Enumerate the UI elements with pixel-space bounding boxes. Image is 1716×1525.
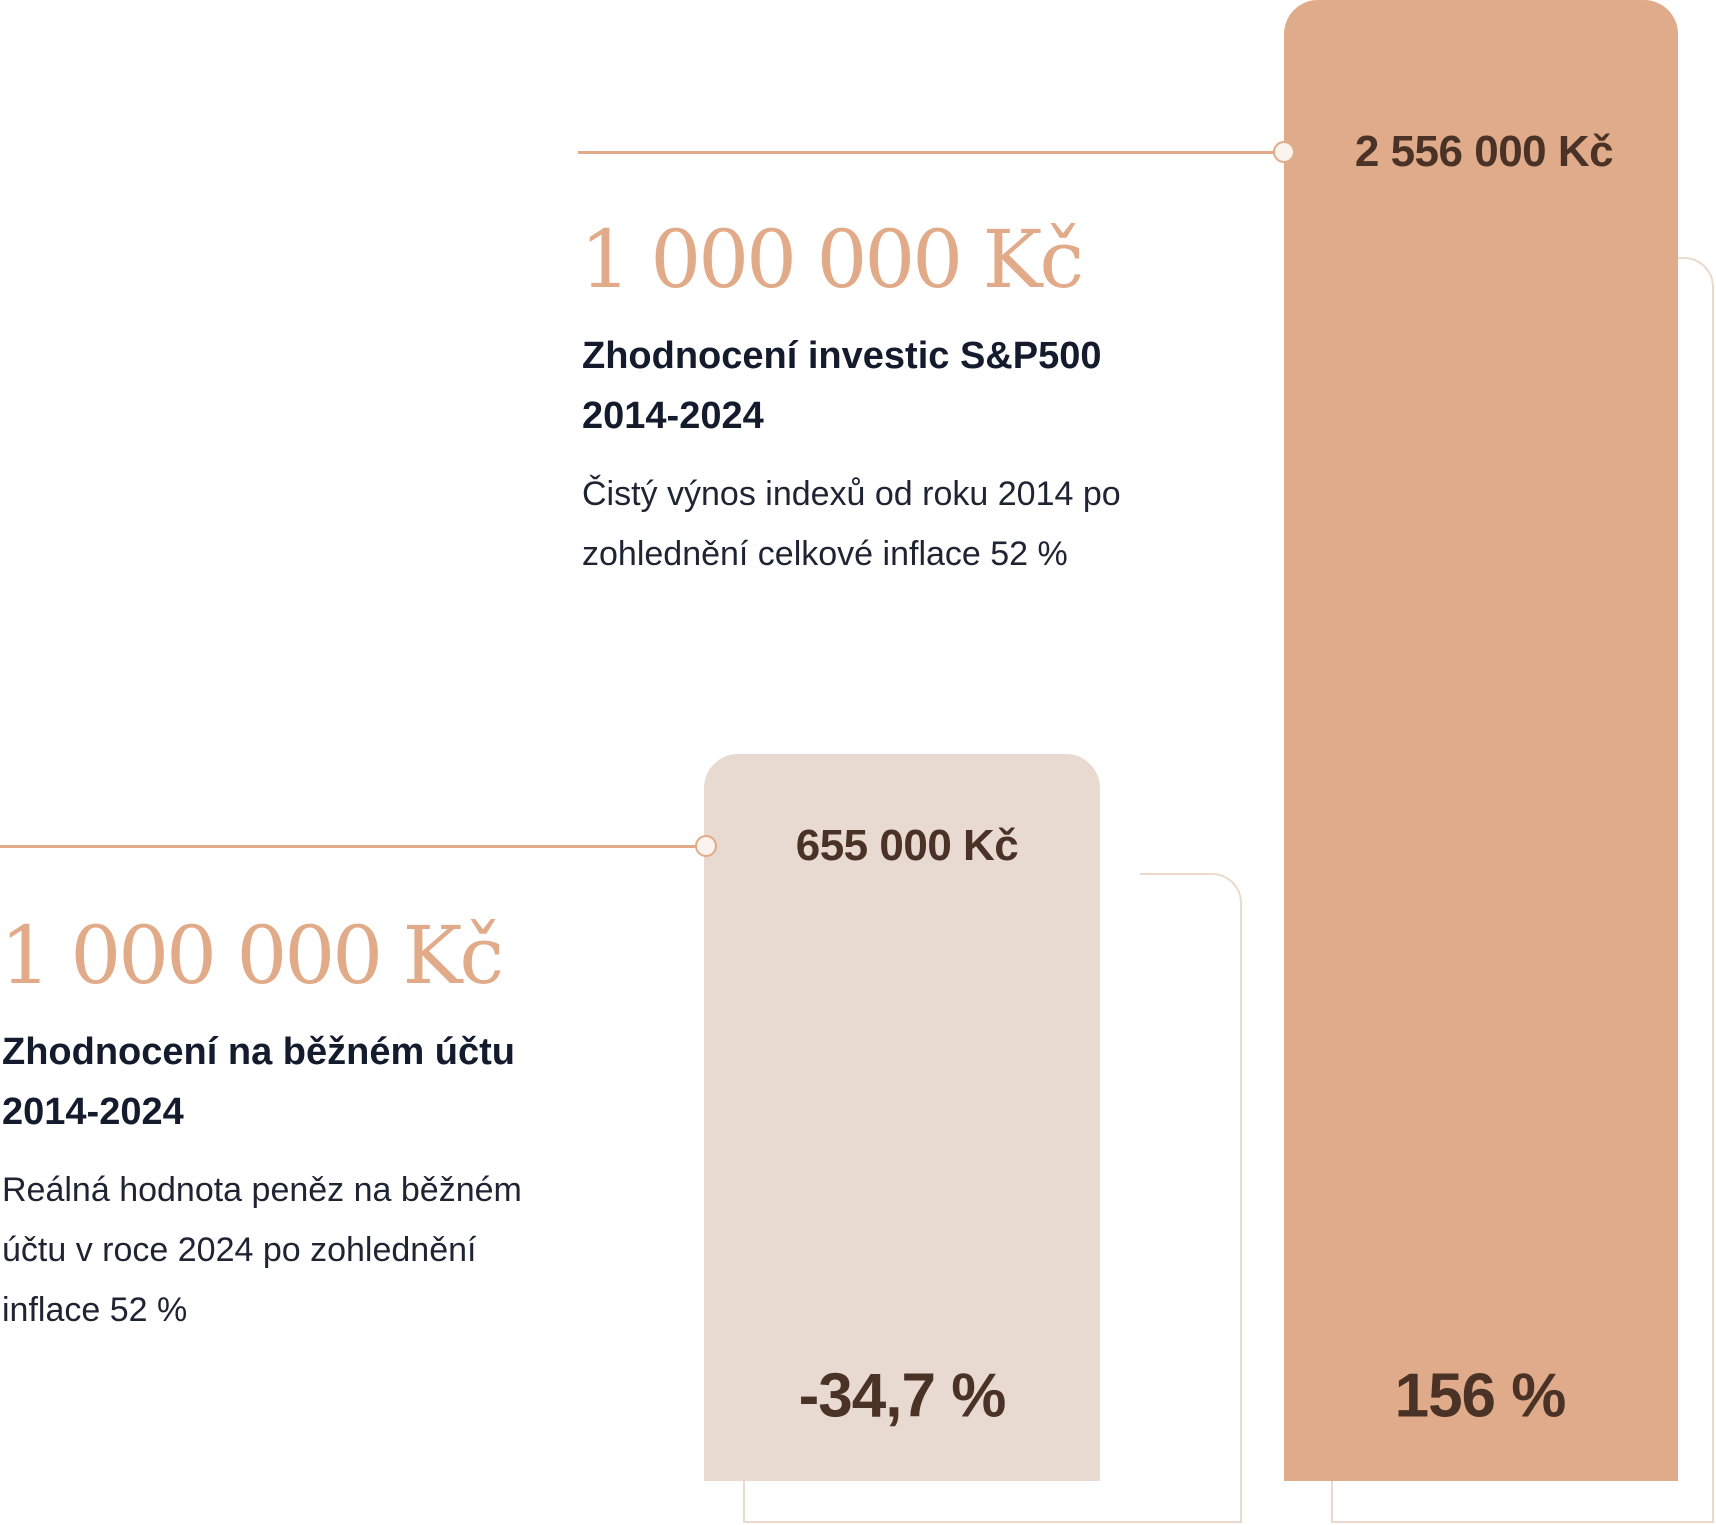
description-sp500: Čistý výnos indexů od roku 2014 po zohle… — [582, 475, 1121, 573]
heading-current-account: Zhodnocení na běžném účtu 2014-2024 — [2, 1031, 516, 1133]
bar-outline-bottom-sp500 — [1331, 1521, 1680, 1523]
description-current-account: Reálná hodnota peněz na běžném účtu v ro… — [2, 1171, 522, 1329]
change-label-sp500: 156 % — [1394, 1361, 1567, 1431]
start-amount-current-account: 1 000 000 Kč — [0, 909, 504, 1002]
connector-dot-sp500 — [1273, 141, 1295, 163]
change-label-current-account: -34,7 % — [798, 1361, 1007, 1431]
connector-line-current-account — [0, 845, 706, 848]
bar-outline-bottom-current-account — [743, 1521, 1142, 1523]
bar-outline-left-current-account — [743, 1480, 745, 1523]
bar-current-account — [704, 754, 1100, 1481]
end-value-label-sp500: 2 556 000 Kč — [1354, 127, 1614, 176]
bar-sp500 — [1284, 0, 1678, 1481]
bar-outline-left-sp500 — [1331, 1480, 1333, 1523]
heading-sp500: Zhodnocení investic S&P500 2014-2024 — [582, 335, 1102, 437]
bar-outline-sp500 — [1678, 257, 1714, 1523]
start-amount-sp500: 1 000 000 Kč — [580, 213, 1084, 306]
connector-dot-current-account — [695, 835, 717, 857]
end-value-label-current-account: 655 000 Kč — [795, 821, 1019, 870]
connector-line-sp500 — [578, 151, 1284, 154]
bar-outline-current-account — [1140, 873, 1242, 1523]
